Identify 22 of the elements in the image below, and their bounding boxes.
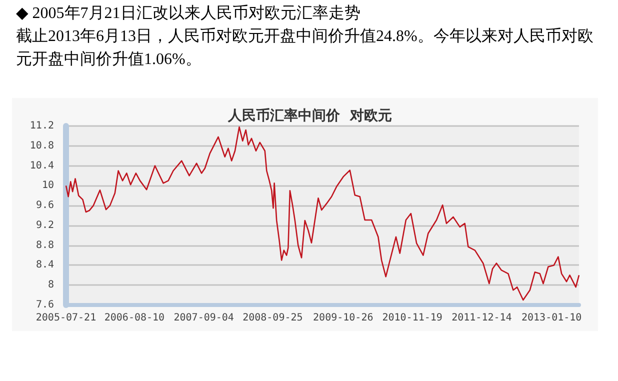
x-tick-label: 2011-12-14 [452,312,512,324]
y-tick-label: 9.6 [36,200,54,212]
x-tick-label: 2010-11-19 [382,312,442,324]
y-tick-label: 11.2 [30,120,54,132]
x-tick-label: 2006-08-10 [104,312,165,324]
x-tick-label: 2007-09-04 [174,312,234,324]
x-tick-label: 2008-09-25 [242,312,303,324]
line-series [65,126,580,301]
y-tick-label: 10 [42,180,54,192]
y-tick-label: 8 [48,280,54,291]
y-tick-label: 9.2 [36,220,54,231]
y-tick-label: 10.8 [30,140,54,152]
x-tick-label: 2009-10-26 [313,312,374,324]
y-tick-label: 10.4 [30,160,54,172]
y-tick-label: 8.8 [36,240,54,251]
text: 人民币汇率中间价 对欧元 [227,107,392,124]
x-tick-label: 2005-07-21 [36,312,96,324]
y-tick-label: 7.6 [36,300,54,310]
chart-title: ◆ 2005年7月21日汇改以来人民币对欧元汇率走势 [16,4,362,24]
chart-subtitle: 截止2013年6月13日，人民币对欧元开盘中间价升值24.8%。今年以来对人民币对欧元开盘中间价升值1.06%。 [16,26,594,70]
x-tick-label: 2013-01-10 [521,312,582,324]
y-tick-label: 8.4 [36,260,54,271]
